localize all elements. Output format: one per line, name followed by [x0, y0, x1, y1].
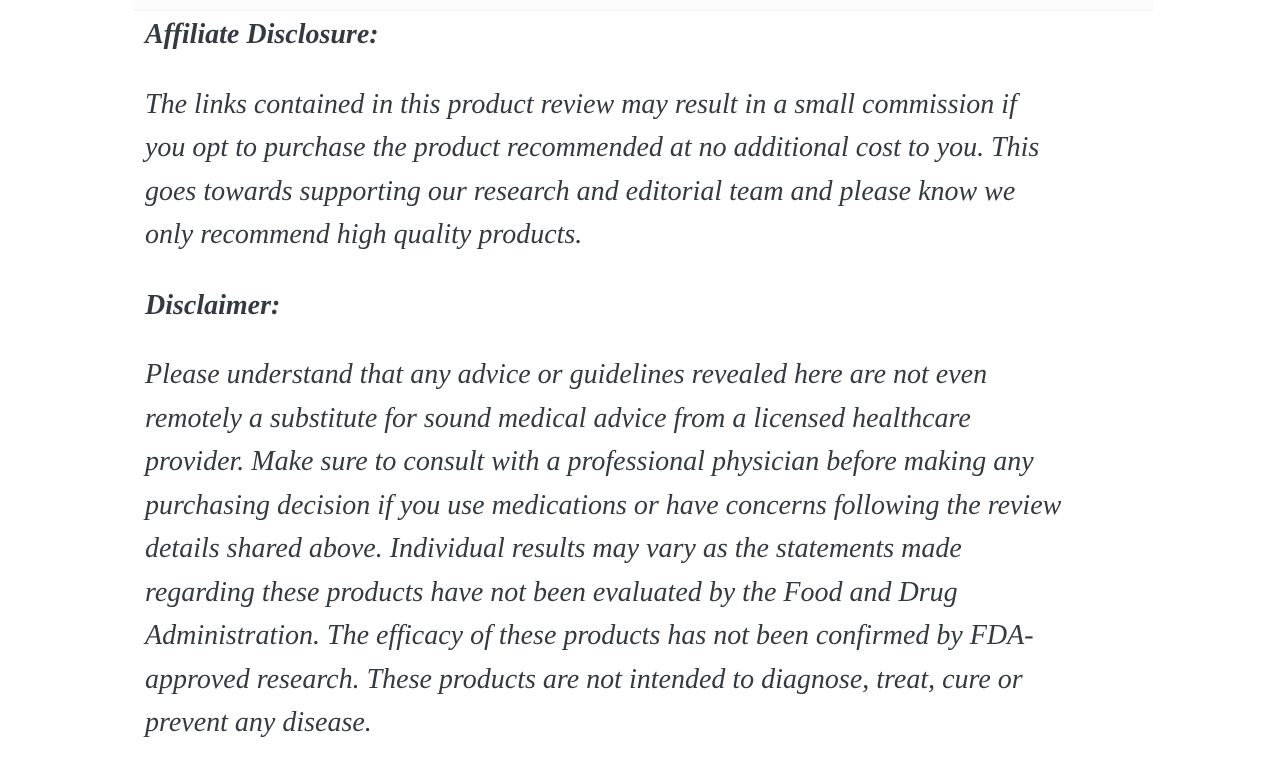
disclaimer-paragraph: Please understand that any advice or gui…: [145, 359, 1062, 738]
article-text-block: Affiliate Disclosure: The links containe…: [133, 11, 1153, 745]
section-divider: [133, 0, 1153, 11]
affiliate-disclosure-section: Affiliate Disclosure: The links containe…: [145, 13, 1153, 257]
disclaimer-heading: Disclaimer:: [145, 289, 281, 321]
content-column: Affiliate Disclosure: The links containe…: [133, 0, 1153, 745]
affiliate-disclosure-heading: Affiliate Disclosure:: [145, 19, 379, 50]
disclaimer-section: Disclaimer: Please understand that any a…: [145, 284, 1153, 745]
affiliate-disclosure-paragraph: The links contained in this product revi…: [145, 88, 1040, 251]
